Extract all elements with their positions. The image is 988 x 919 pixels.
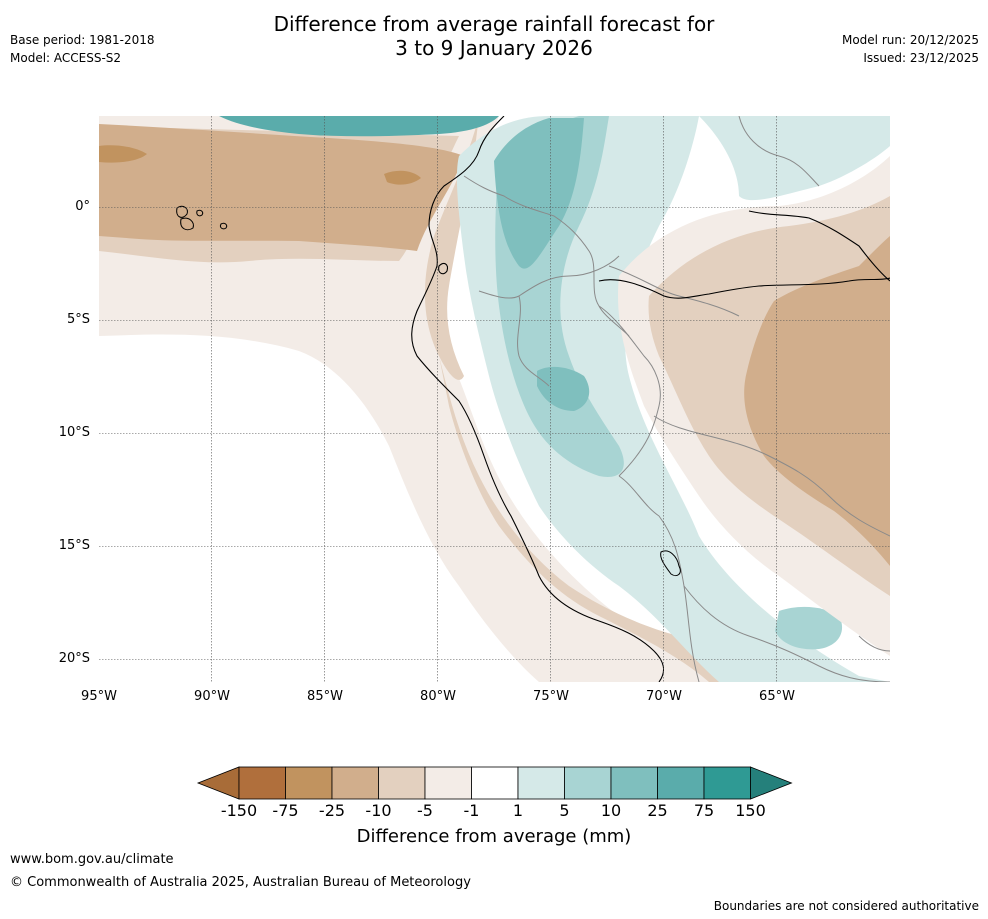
colorbar-arrow-left — [196, 766, 240, 800]
lat-label-15s: 15°S — [58, 538, 90, 553]
lat-label-10s: 10°S — [58, 425, 90, 440]
colorbar-segment — [657, 766, 705, 800]
colorbar-segment — [564, 766, 612, 800]
lat-label-0: 0° — [75, 199, 90, 214]
colorbar-tick-label: 10 — [600, 801, 622, 820]
colorbar-segment — [424, 766, 472, 800]
colorbar-tick-label: -10 — [365, 801, 392, 820]
lon-label-70w: 70°W — [646, 689, 682, 704]
lon-label-85w: 85°W — [307, 689, 343, 704]
colorbar-segment — [238, 766, 286, 800]
colorbar — [196, 766, 793, 800]
colorbar-tick-label: 25 — [647, 801, 668, 820]
disclaimer-text: Boundaries are not considered authoritat… — [713, 899, 979, 913]
map-title: Difference from average rainfall forecas… — [0, 12, 988, 60]
colorbar-segment — [285, 766, 333, 800]
model-run-text: Model run: 20/12/2025 — [841, 33, 979, 47]
base-period-text: Base period: 1981-2018 — [10, 33, 155, 47]
model-text: Model: ACCESS-S2 — [10, 51, 122, 65]
dry-region-dark-west — [99, 145, 421, 185]
galapagos-islands — [176, 205, 228, 231]
lon-label-65w: 65°W — [759, 689, 795, 704]
colorbar-tick-label: -1 — [463, 801, 480, 820]
colorbar-tick-label: 75 — [693, 801, 715, 820]
colorbar-segment — [610, 766, 658, 800]
colorbar-tick-label: 1 — [512, 801, 524, 820]
dry-region-light-coast — [439, 356, 759, 682]
colorbar-tick-label: -150 — [220, 801, 258, 820]
dry-region-mid-east — [744, 236, 890, 566]
lon-label-90w: 90°W — [194, 689, 230, 704]
wet-region-mid — [494, 118, 590, 411]
meta-right: Model run: 20/12/2025 Issued: 23/12/2025 — [842, 31, 979, 67]
colorbar-tick-label: -25 — [318, 801, 346, 820]
colorbar-tick-label: -5 — [417, 801, 433, 820]
wet-region-dark-north — [219, 116, 499, 137]
issued-text: Issued: 23/12/2025 — [863, 51, 979, 65]
lon-label-95w: 95°W — [81, 689, 117, 704]
wet-region-south — [775, 606, 843, 650]
colorbar-arrow-right — [750, 766, 793, 800]
graticule — [99, 116, 890, 682]
lon-label-75w: 75°W — [533, 689, 569, 704]
country-borders — [463, 116, 890, 682]
rainfall-map — [99, 116, 890, 682]
colorbar-tick-label: 150 — [735, 801, 766, 820]
lake-titicaca — [660, 550, 681, 577]
colorbar-tick-label: -75 — [272, 801, 299, 820]
lat-label-5s: 5°S — [66, 312, 90, 327]
colorbar-segment — [471, 766, 519, 800]
copyright-text: © Commonwealth of Australia 2025, Austra… — [10, 875, 471, 890]
wet-region-northeast — [719, 116, 890, 148]
colorbar-segment — [331, 766, 379, 800]
colorbar-tick-label: 5 — [559, 801, 570, 820]
website-link[interactable]: www.bom.gov.au/climate — [10, 852, 174, 867]
title-line-1: Difference from average rainfall forecas… — [273, 12, 715, 36]
colorbar-segment — [378, 766, 426, 800]
lon-label-80w: 80°W — [420, 689, 456, 704]
meta-left: Base period: 1981-2018 Model: ACCESS-S2 — [10, 31, 155, 67]
coastlines — [411, 116, 890, 682]
colorbar-segment — [517, 766, 565, 800]
colorbar-title: Difference from average (mm) — [356, 826, 632, 847]
lat-label-20s: 20°S — [58, 651, 90, 666]
title-line-2: 3 to 9 January 2026 — [395, 36, 593, 60]
colorbar-segment — [703, 766, 751, 800]
